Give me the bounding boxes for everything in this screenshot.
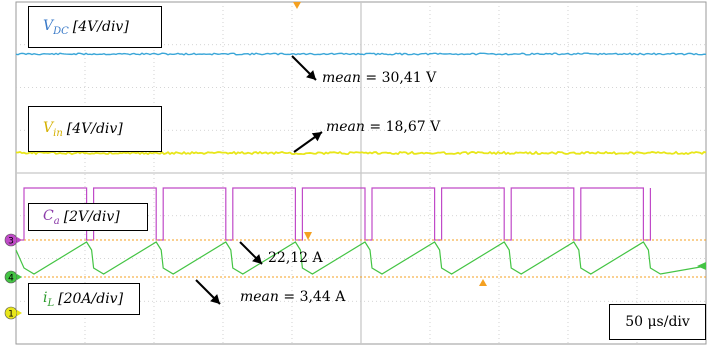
ch3-marker-pointer (17, 237, 22, 243)
il-label-box: iL [20A/div] (28, 283, 140, 315)
trigger-position-marker (293, 2, 301, 9)
vdc-label-box: VDC [4V/div] (28, 6, 162, 48)
ca-label-name: Ca (43, 207, 60, 227)
time-scale-box: 50 μs/div (609, 304, 706, 340)
vdc-label-name: VDC (43, 17, 69, 37)
ch4-marker-pointer (17, 274, 22, 280)
il-mean-arrow-head (210, 294, 220, 304)
vin-trace (15, 150, 707, 156)
vin-label-name: Vin (43, 119, 63, 139)
ch1-marker-text: 1 (8, 310, 14, 320)
vdc-trace (15, 52, 707, 56)
ca-label-box: Ca [2V/div] (28, 203, 148, 231)
il-offset-marker (697, 262, 706, 270)
vin-arrow-head (311, 132, 322, 142)
il-peak-arrow-head (252, 254, 262, 264)
ca-trace (16, 187, 651, 241)
ch3-marker-text: 3 (8, 237, 14, 247)
ch1-marker-pointer (17, 310, 22, 316)
cursor-marker-top (304, 232, 312, 240)
il-peak-annotation: 22,12 A (268, 250, 323, 266)
il-label-scale: [20A/div] (58, 291, 124, 307)
vin-mean-annotation: mean = 18,67 V (326, 119, 441, 135)
vin-label-scale: [4V/div] (66, 121, 123, 137)
vdc-mean-annotation: mean = 30,41 V (322, 70, 437, 86)
il-mean-annotation: mean = 3,44 A (240, 289, 346, 305)
annotation-arrows (195, 55, 323, 305)
cursor-marker-bottom (479, 279, 487, 286)
ca-label-scale: [2V/div] (63, 209, 120, 225)
channel-markers: 3 4 1 (4, 2, 706, 320)
grid (15, 1, 707, 345)
vdc-arrow-head (306, 70, 316, 80)
vdc-label-scale: [4V/div] (72, 19, 129, 35)
ch4-marker-text: 4 (8, 274, 14, 284)
il-trace (15, 241, 707, 275)
vin-label-box: Vin [4V/div] (28, 106, 162, 152)
traces (15, 52, 707, 278)
il-label-name: iL (43, 289, 55, 309)
